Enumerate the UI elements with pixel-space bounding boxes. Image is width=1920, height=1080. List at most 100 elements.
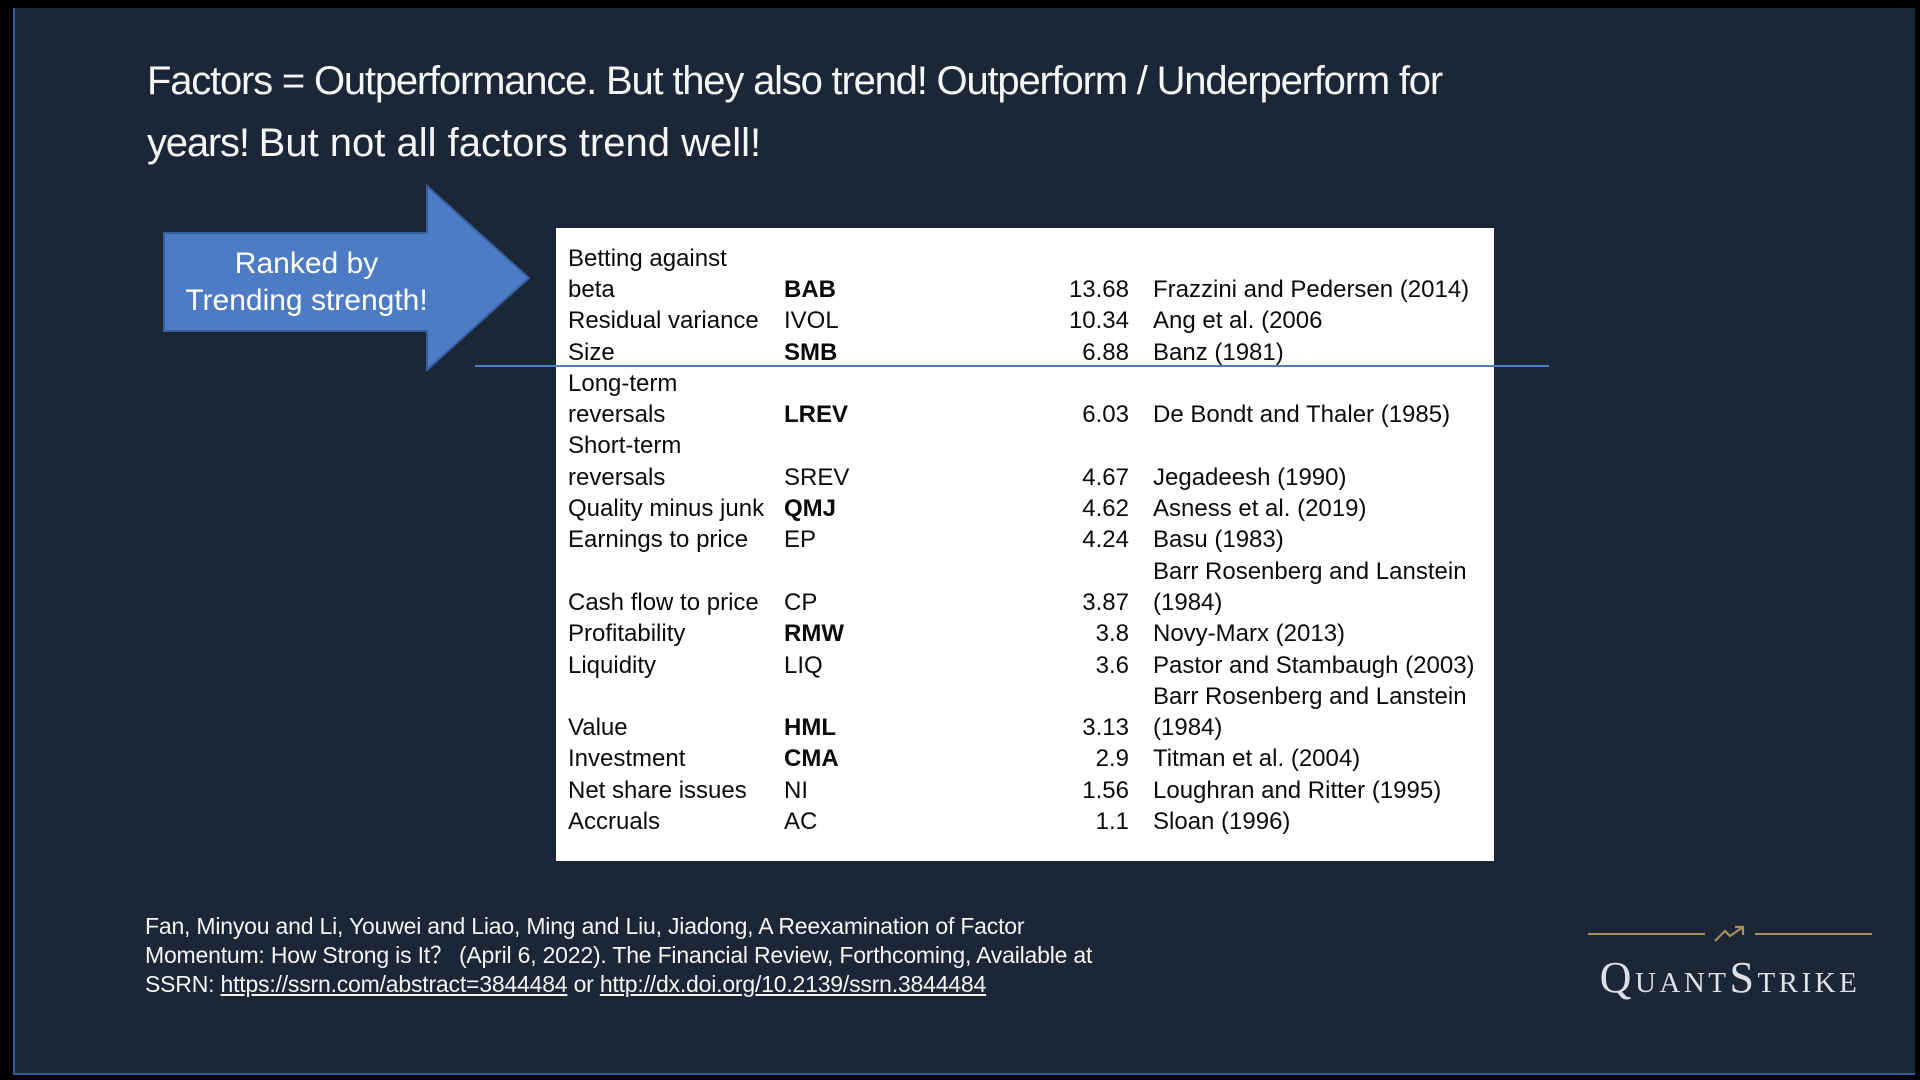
table-row: Earnings to price EP 4.24 Basu (1983) bbox=[556, 525, 1494, 556]
factor-abbr: EP bbox=[784, 526, 817, 554]
table-row: Quality minus junk QMJ 4.62 Asness et al. (… bbox=[556, 493, 1494, 524]
factor-name: beta bbox=[568, 275, 615, 303]
table-row: Barr Rosenberg and Lanstein bbox=[556, 681, 1494, 712]
factor-name: Earnings to price bbox=[568, 526, 749, 554]
table-row: Value HML 3.13 (1984) bbox=[556, 712, 1494, 743]
factor-citation: De Bondt and Thaler (1985) bbox=[1153, 401, 1451, 429]
table-row: Cash flow to price CP 3.87 (1984) bbox=[556, 587, 1494, 618]
factor-citation: Basu (1983) bbox=[1153, 526, 1284, 554]
title-part-1: Factors = Outperformance. But they also … bbox=[147, 59, 1443, 103]
citation-line-1: Fan, Minyou and Li, Youwei and Liao, Min… bbox=[145, 913, 1025, 939]
factor-name: Quality minus junk bbox=[568, 495, 765, 523]
factor-abbr: LREV bbox=[784, 401, 849, 429]
logo-line-left bbox=[1588, 933, 1705, 935]
factor-abbr: QMJ bbox=[784, 495, 837, 523]
factor-table: Betting against beta BAB 13.68 Frazzini and… bbox=[556, 228, 1494, 861]
factor-citation: Loughran and Ritter (1995) bbox=[1153, 776, 1442, 804]
factor-tstat: 1.1 bbox=[1095, 807, 1129, 835]
table-row: Residual variance IVOL 10.34 Ang et al. (20… bbox=[556, 306, 1494, 337]
factor-tstat: 13.68 bbox=[1068, 275, 1129, 303]
factor-abbr: AC bbox=[784, 807, 818, 835]
title-part-2a: years! bbox=[147, 121, 259, 165]
factor-citation: Banz (1981) bbox=[1153, 338, 1284, 366]
ssrn-abstract-link[interactable]: https://ssrn.com/abstract=3844484 bbox=[220, 971, 568, 997]
factor-abbr: IVOL bbox=[784, 307, 839, 335]
factor-name: Profitability bbox=[568, 620, 686, 648]
factor-name: Investment bbox=[568, 745, 686, 773]
factor-abbr: CMA bbox=[784, 745, 839, 773]
title-line-1: Factors = Outperformance. But they also … bbox=[147, 50, 1767, 112]
title-line-2: years! But not all factors trend well! bbox=[147, 112, 1767, 174]
factor-citation: (1984) bbox=[1153, 714, 1223, 742]
factor-name: Value bbox=[568, 714, 628, 742]
table-row: reversals SREV 4.67 Jegadeesh (1990) bbox=[556, 462, 1494, 493]
logo-letters-uant: UANT bbox=[1634, 967, 1730, 999]
table-row: beta BAB 13.68 Frazzini and Pedersen (2014) bbox=[556, 274, 1494, 305]
logo-letter-q: Q bbox=[1599, 953, 1635, 1002]
citation-footer: Fan, Minyou and Li, Youwei and Liao, Min… bbox=[145, 912, 1145, 999]
factor-name: Accruals bbox=[568, 807, 661, 835]
factor-tstat: 3.87 bbox=[1082, 588, 1129, 616]
factor-tstat: 6.88 bbox=[1082, 338, 1129, 366]
factor-name: Liquidity bbox=[568, 651, 657, 679]
logo-wordmark: QUANTSTRIKE bbox=[1588, 952, 1872, 1003]
factor-citation: Sloan (1996) bbox=[1153, 807, 1291, 835]
factor-citation: Pastor and Stambaugh (2003) bbox=[1153, 651, 1475, 679]
factor-name: Betting against bbox=[568, 244, 727, 272]
factor-abbr: LIQ bbox=[784, 651, 823, 679]
rank-separator-line bbox=[475, 365, 1549, 367]
factor-citation: Asness et al. (2019) bbox=[1153, 495, 1367, 523]
factor-tstat: 2.9 bbox=[1095, 745, 1129, 773]
factor-abbr: CP bbox=[784, 588, 818, 616]
slide-title: Factors = Outperformance. But they also … bbox=[147, 50, 1767, 174]
trend-arrow-icon bbox=[1714, 925, 1745, 942]
table-row: Liquidity LIQ 3.6 Pastor and Stambaugh (200… bbox=[556, 650, 1494, 681]
factor-name: Residual variance bbox=[568, 307, 759, 335]
factor-tstat: 4.67 bbox=[1082, 463, 1129, 491]
citation-line-3: SSRN: https://ssrn.com/abstract=3844484 … bbox=[145, 970, 1145, 999]
factor-citation: Jegadeesh (1990) bbox=[1153, 463, 1347, 491]
factor-tstat: 3.8 bbox=[1095, 620, 1129, 648]
logo-letters-trike: TRIKE bbox=[1757, 967, 1861, 999]
factor-citation: (1984) bbox=[1153, 588, 1223, 616]
factor-abbr: HML bbox=[784, 714, 836, 742]
table-row: Net share issues NI 1.56 Loughran and Ritte… bbox=[556, 775, 1494, 806]
arrow-callout: Ranked by Trending strength! bbox=[163, 233, 450, 331]
table-row: Barr Rosenberg and Lanstein bbox=[556, 556, 1494, 587]
factor-abbr: SREV bbox=[784, 463, 850, 491]
citation-or: or bbox=[567, 971, 600, 997]
factor-citation: Barr Rosenberg and Lanstein bbox=[1153, 682, 1467, 710]
factor-citation: Barr Rosenberg and Lanstein bbox=[1153, 557, 1467, 585]
factor-name: reversals bbox=[568, 401, 666, 429]
table-row: Accruals AC 1.1 Sloan (1996) bbox=[556, 806, 1494, 837]
factor-tstat: 4.24 bbox=[1082, 526, 1129, 554]
title-part-2b: But not all factors trend well! bbox=[258, 121, 762, 165]
quantstrike-logo: QUANTSTRIKE bbox=[1588, 924, 1872, 1003]
logo-ornament bbox=[1588, 924, 1872, 944]
table-row: reversals LREV 6.03 De Bondt and Thaler (19… bbox=[556, 399, 1494, 430]
block-arrow-shape bbox=[163, 184, 531, 372]
factor-abbr: SMB bbox=[784, 338, 838, 366]
logo-letter-s: S bbox=[1729, 953, 1758, 1002]
factor-tstat: 3.13 bbox=[1082, 714, 1129, 742]
table-row: Betting against bbox=[556, 243, 1494, 274]
factor-tstat: 4.62 bbox=[1082, 495, 1129, 523]
factor-citation: Ang et al. (2006 bbox=[1153, 307, 1323, 335]
factor-abbr: NI bbox=[784, 776, 808, 804]
table-row: Size SMB 6.88 Banz (1981) bbox=[556, 337, 1494, 368]
factor-abbr: BAB bbox=[784, 275, 836, 303]
factor-tstat: 10.34 bbox=[1068, 307, 1129, 335]
table-row: Profitability RMW 3.8 Novy-Marx (2013) bbox=[556, 619, 1494, 650]
factor-name: Net share issues bbox=[568, 776, 747, 804]
citation-ssrn-prefix: SSRN: bbox=[145, 971, 221, 997]
doi-link[interactable]: http://dx.doi.org/10.2139/ssrn.3844484 bbox=[599, 971, 987, 997]
factor-name: Long-term bbox=[568, 369, 678, 397]
factor-citation: Novy-Marx (2013) bbox=[1153, 620, 1346, 648]
table-row: Long-term bbox=[556, 368, 1494, 399]
logo-line-right bbox=[1755, 933, 1872, 935]
factor-tstat: 3.6 bbox=[1095, 651, 1129, 679]
factor-name: Cash flow to price bbox=[568, 588, 759, 616]
arrow-callout-line-2: Trending strength! bbox=[185, 284, 428, 317]
factor-citation: Frazzini and Pedersen (2014) bbox=[1153, 275, 1470, 303]
table-row: Investment CMA 2.9 Titman et al. (2004) bbox=[556, 744, 1494, 775]
